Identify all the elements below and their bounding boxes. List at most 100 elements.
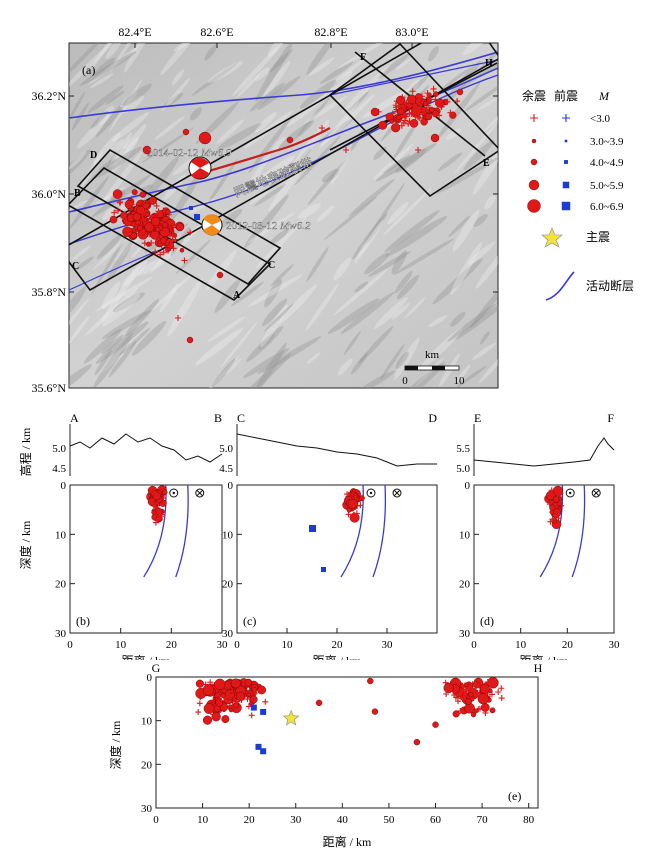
long-hypocenter-circle [221, 715, 230, 724]
foreshock-square [321, 567, 326, 572]
dist-tick: 20 [332, 639, 344, 651]
epicenter-circle [216, 271, 224, 279]
event-2012-mw: Mw6.2 [279, 220, 311, 232]
epicenter-cross [187, 229, 194, 236]
long-hypocenter-circle [413, 738, 421, 746]
long-hypocenter-circle [315, 699, 323, 707]
dist-tick: 0 [67, 639, 73, 651]
depth-frame [473, 484, 615, 634]
long-hypocenter-cross [472, 679, 479, 686]
dist-axis-label: 距离 / km [122, 653, 171, 660]
long-hypocenter-cross [248, 712, 255, 719]
depth-tick: 0 [228, 480, 234, 492]
map-letter-b: B [74, 188, 81, 199]
long-dist-tick: 10 [197, 814, 209, 826]
hypocenter-cross [157, 513, 164, 520]
long-hypocenter-circle [195, 679, 204, 688]
long-depth-tick: 10 [141, 716, 153, 728]
hypocenter-cross [353, 510, 360, 517]
long-hypocenter-circle [202, 715, 213, 725]
event-2012-label: 2012-08-12 Mw6.2 [226, 220, 311, 232]
hypocenter-cross [557, 490, 564, 497]
legend-foreshock-square [562, 181, 570, 189]
long-hypocenter-circle [246, 692, 252, 697]
long-dist-tick: 50 [383, 814, 395, 826]
foreshock-square [309, 525, 316, 532]
long-hypocenter-circle [214, 678, 226, 690]
long-hypocenter-cross [460, 693, 467, 700]
epicenter-circle [449, 111, 457, 119]
legend-foreshock-square [561, 201, 571, 211]
profile-label: (c) [243, 614, 256, 628]
epicenter-cross [424, 90, 431, 97]
long-hypocenter-circle [479, 683, 490, 694]
dist-tick: 10 [515, 639, 527, 651]
epicenter-circle [428, 106, 435, 113]
long-hypocenter-cross [452, 694, 459, 701]
epicenter-cross [139, 209, 146, 216]
map-lat-ticks [69, 95, 498, 293]
long-hypocenter-cross [214, 683, 221, 690]
profile-end-letter: D [428, 411, 437, 425]
long-hypocenter-circle [468, 691, 474, 698]
toward-symbol-dot [369, 491, 373, 495]
scale-tick-10: 10 [454, 375, 466, 387]
hypocenter-cross [350, 511, 357, 518]
hypocenter-cross [548, 487, 555, 494]
epicenter-circle [286, 136, 294, 144]
depth-tick: 0 [61, 480, 67, 492]
legend-aftershock-cross [530, 114, 538, 122]
epicenter-circle [179, 248, 185, 253]
away-symbol-x [593, 490, 600, 496]
epicenter-cross [421, 104, 428, 111]
beachball-2014 [188, 156, 212, 180]
epicenter-circle [435, 98, 445, 108]
epicenter-cross [447, 109, 454, 116]
lat-tick-3: 35.8°N [32, 285, 67, 299]
legend-aftershock-circle [531, 138, 537, 144]
legend-aftershock-header: 余震 [522, 88, 546, 103]
epicenter-circle [132, 212, 141, 221]
long-hypocenter-circle [473, 708, 479, 714]
legend-aftershock-circle [528, 179, 540, 191]
legend-aftershock-circle [530, 158, 538, 166]
epicenter-cross [167, 237, 174, 244]
epicenter-cross [319, 125, 325, 131]
epicenter-cross [432, 96, 439, 103]
epicenter-circle [456, 88, 464, 96]
epicenter-cross [165, 247, 172, 254]
epicenter-circle [198, 131, 212, 145]
dist-tick: 20 [562, 639, 574, 651]
lon-tick-4: 83.0°E [395, 25, 428, 39]
dist-tick: 30 [382, 639, 394, 651]
long-hypocenter-cross [495, 689, 502, 696]
epicenter-circle [112, 189, 123, 199]
long-hypocenter-circle [367, 677, 374, 685]
beachball-2012 [201, 214, 223, 236]
hypocenter-cross [349, 514, 356, 521]
scale-bar [404, 365, 460, 371]
epicenter-circle [182, 128, 190, 136]
epicenter-cross [120, 214, 127, 221]
long-hypocenter-circle [202, 684, 215, 696]
epicenter-circle [131, 189, 138, 196]
epicenter-cross [169, 233, 176, 240]
epicenter-cross [343, 147, 349, 153]
epicenter-cross [430, 85, 437, 92]
hypocenter-cross [344, 491, 351, 498]
depth-tick: 30 [459, 628, 471, 640]
epicenter-cross [172, 236, 179, 243]
long-depth-axis-label: 深度 / km [108, 720, 123, 769]
legend-class-3: 4.0~4.9 [590, 157, 624, 169]
long-dist-tick: 70 [477, 814, 489, 826]
epicenter-circle [144, 222, 155, 233]
profile-start-letter: C [237, 411, 245, 425]
epicenter-circle [109, 215, 118, 224]
scale-unit: km [425, 349, 440, 361]
long-hypocenter-circle [203, 703, 215, 714]
long-depth-tick: 0 [147, 672, 153, 684]
lat-tick-2: 36.0°N [32, 187, 67, 201]
epicenter-cross [152, 248, 159, 255]
